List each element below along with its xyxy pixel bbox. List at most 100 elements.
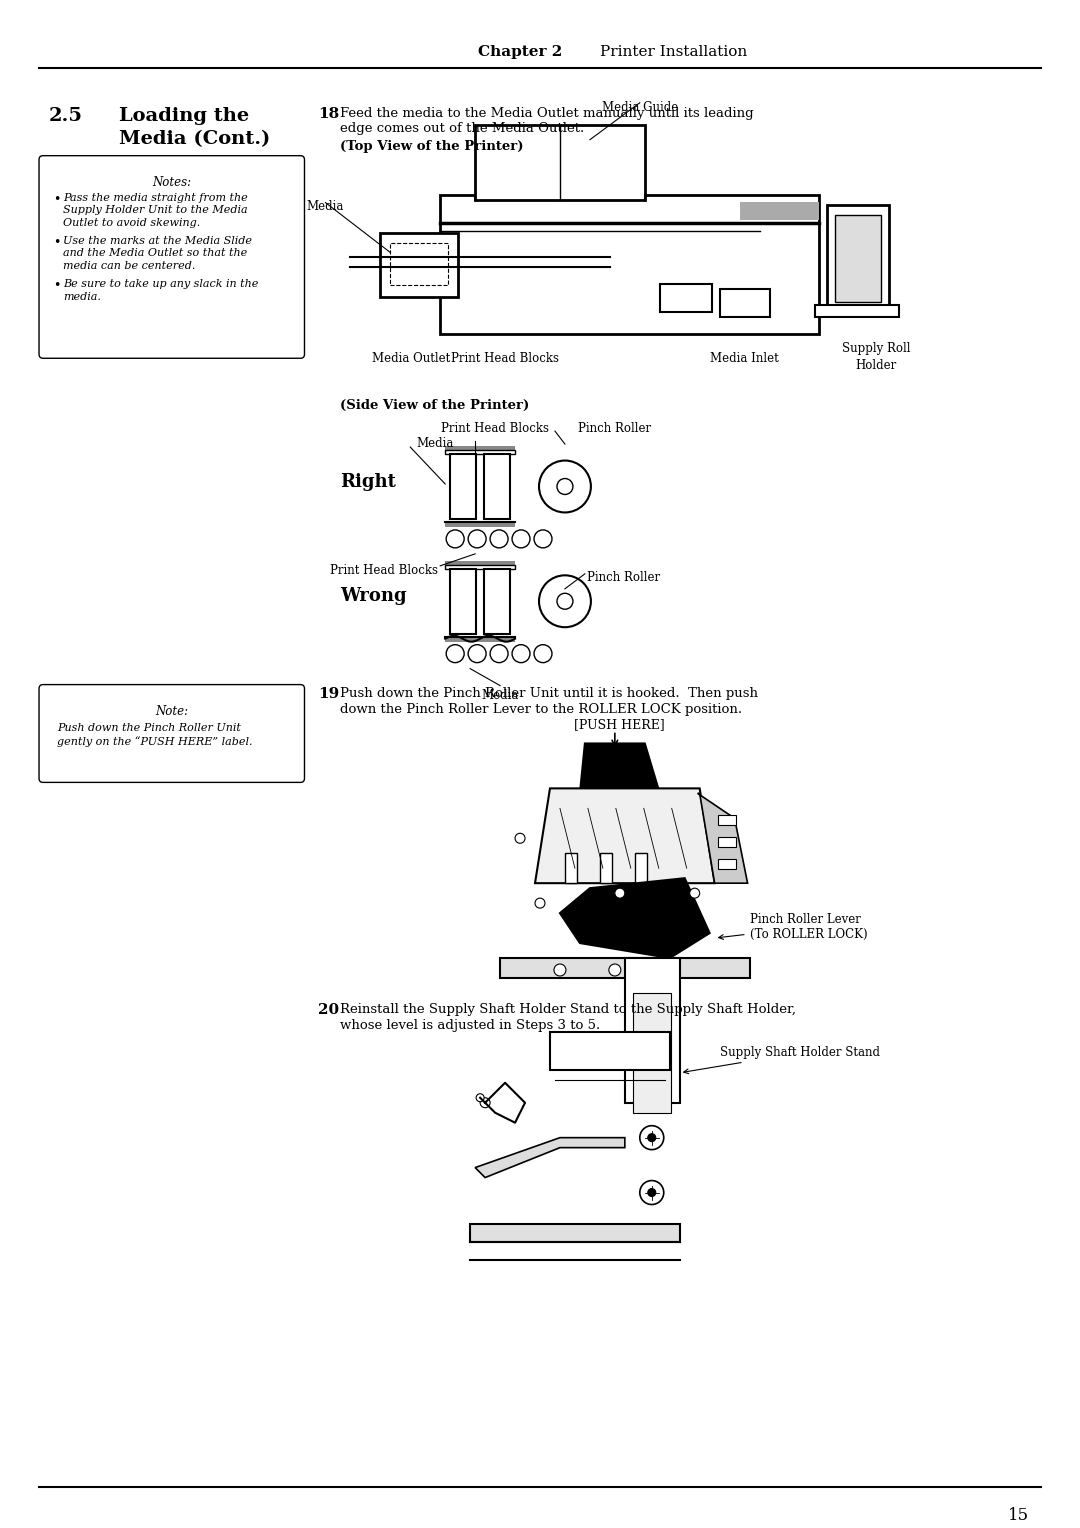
Polygon shape — [559, 879, 710, 958]
Text: Use the marks at the Media Slide: Use the marks at the Media Slide — [63, 235, 252, 246]
Text: Media: Media — [417, 437, 454, 451]
Bar — [380, 232, 458, 298]
Text: Print Head Blocks: Print Head Blocks — [451, 353, 559, 365]
Circle shape — [490, 530, 508, 549]
Text: Supply Holder Unit to the Media: Supply Holder Unit to the Media — [63, 205, 247, 215]
Bar — [484, 454, 510, 520]
Circle shape — [639, 1126, 664, 1149]
FancyBboxPatch shape — [39, 685, 305, 782]
Circle shape — [690, 888, 700, 898]
Circle shape — [609, 964, 621, 976]
Bar — [625, 958, 679, 1103]
Text: down the Pinch Roller Lever to the ROLLER LOCK position.: down the Pinch Roller Lever to the ROLLE… — [340, 703, 743, 715]
Circle shape — [476, 1094, 484, 1102]
Text: Chapter 2: Chapter 2 — [478, 44, 563, 60]
Text: [PUSH HERE]: [PUSH HERE] — [575, 718, 665, 732]
Text: Supply Shaft Holder Stand: Supply Shaft Holder Stand — [684, 1047, 879, 1074]
Bar — [717, 859, 735, 869]
Text: media can be centered.: media can be centered. — [63, 261, 195, 270]
Text: Pinch Roller Lever
(To ROLLER LOCK): Pinch Roller Lever (To ROLLER LOCK) — [718, 914, 867, 941]
Polygon shape — [535, 788, 715, 883]
Text: Be sure to take up any slack in the: Be sure to take up any slack in the — [63, 280, 258, 289]
Text: Wrong: Wrong — [340, 587, 407, 605]
Text: •: • — [53, 235, 60, 249]
Text: •: • — [53, 193, 60, 206]
Bar — [484, 568, 510, 634]
Text: (Side View of the Printer): (Side View of the Printer) — [340, 399, 529, 413]
Bar — [445, 561, 515, 567]
Bar — [445, 637, 515, 642]
Bar — [445, 523, 515, 527]
Text: Reinstall the Supply Shaft Holder Stand to the Supply Shaft Holder,: Reinstall the Supply Shaft Holder Stand … — [340, 1002, 796, 1016]
Circle shape — [554, 964, 566, 976]
Circle shape — [557, 593, 572, 610]
Text: gently on the “PUSH HERE” label.: gently on the “PUSH HERE” label. — [57, 736, 253, 747]
Circle shape — [468, 645, 486, 663]
Circle shape — [639, 1181, 664, 1204]
Circle shape — [539, 576, 591, 626]
Bar — [450, 454, 476, 520]
Text: Print Head Blocks: Print Head Blocks — [330, 564, 438, 578]
Circle shape — [446, 530, 464, 549]
Bar — [719, 289, 770, 318]
Polygon shape — [698, 793, 747, 883]
Text: •: • — [53, 280, 60, 292]
FancyBboxPatch shape — [39, 156, 305, 358]
Text: whose level is adjusted in Steps 3 to 5.: whose level is adjusted in Steps 3 to 5. — [340, 1019, 600, 1031]
Bar — [717, 837, 735, 847]
Text: Media: Media — [307, 200, 345, 212]
Text: Media Outlet: Media Outlet — [373, 353, 450, 365]
Text: Outlet to avoid skewing.: Outlet to avoid skewing. — [63, 217, 200, 228]
Text: Note:: Note: — [156, 704, 188, 718]
Circle shape — [648, 1134, 656, 1141]
Bar — [450, 568, 476, 634]
Text: Feed the media to the Media Outlet manually until its leading: Feed the media to the Media Outlet manua… — [340, 107, 754, 119]
Text: Loading the: Loading the — [119, 107, 249, 125]
Circle shape — [468, 530, 486, 549]
Bar — [565, 853, 577, 883]
Text: Right: Right — [340, 472, 396, 490]
Bar — [475, 125, 645, 200]
Bar — [740, 202, 820, 220]
Text: Media: Media — [482, 689, 518, 701]
Text: edge comes out of the Media Outlet.: edge comes out of the Media Outlet. — [340, 122, 584, 134]
Bar — [633, 993, 671, 1112]
Bar — [441, 194, 820, 335]
Bar — [550, 1031, 670, 1070]
Circle shape — [615, 888, 625, 898]
Polygon shape — [475, 1138, 625, 1178]
Bar — [717, 816, 735, 825]
Text: 18: 18 — [319, 107, 340, 121]
Bar — [827, 205, 889, 312]
Circle shape — [490, 645, 508, 663]
Text: 2.5: 2.5 — [49, 107, 83, 125]
Circle shape — [512, 645, 530, 663]
Text: (Top View of the Printer): (Top View of the Printer) — [340, 139, 524, 153]
Circle shape — [512, 530, 530, 549]
Text: 19: 19 — [319, 686, 340, 700]
Text: 20: 20 — [319, 1002, 339, 1018]
Text: Media Guide: Media Guide — [602, 101, 678, 113]
Bar — [660, 284, 712, 312]
Bar — [599, 853, 612, 883]
Text: Pinch Roller: Pinch Roller — [586, 571, 660, 584]
Text: Media Inlet: Media Inlet — [711, 353, 779, 365]
Circle shape — [648, 1189, 656, 1196]
Circle shape — [535, 898, 545, 908]
Circle shape — [534, 645, 552, 663]
Text: media.: media. — [63, 292, 100, 303]
Text: Print Head Blocks: Print Head Blocks — [441, 422, 549, 435]
Bar — [445, 565, 515, 568]
Circle shape — [557, 478, 572, 495]
Bar — [470, 1224, 679, 1242]
Text: Pinch Roller: Pinch Roller — [578, 422, 651, 435]
Text: Push down the Pinch Roller Unit: Push down the Pinch Roller Unit — [57, 723, 241, 732]
Bar — [445, 451, 515, 454]
Text: Push down the Pinch Roller Unit until it is hooked.  Then push: Push down the Pinch Roller Unit until it… — [340, 686, 758, 700]
Circle shape — [446, 645, 464, 663]
Bar — [635, 853, 647, 883]
Bar — [815, 306, 900, 318]
Bar — [836, 214, 881, 303]
Text: Supply Roll
Holder: Supply Roll Holder — [842, 342, 910, 373]
Bar — [445, 446, 515, 452]
